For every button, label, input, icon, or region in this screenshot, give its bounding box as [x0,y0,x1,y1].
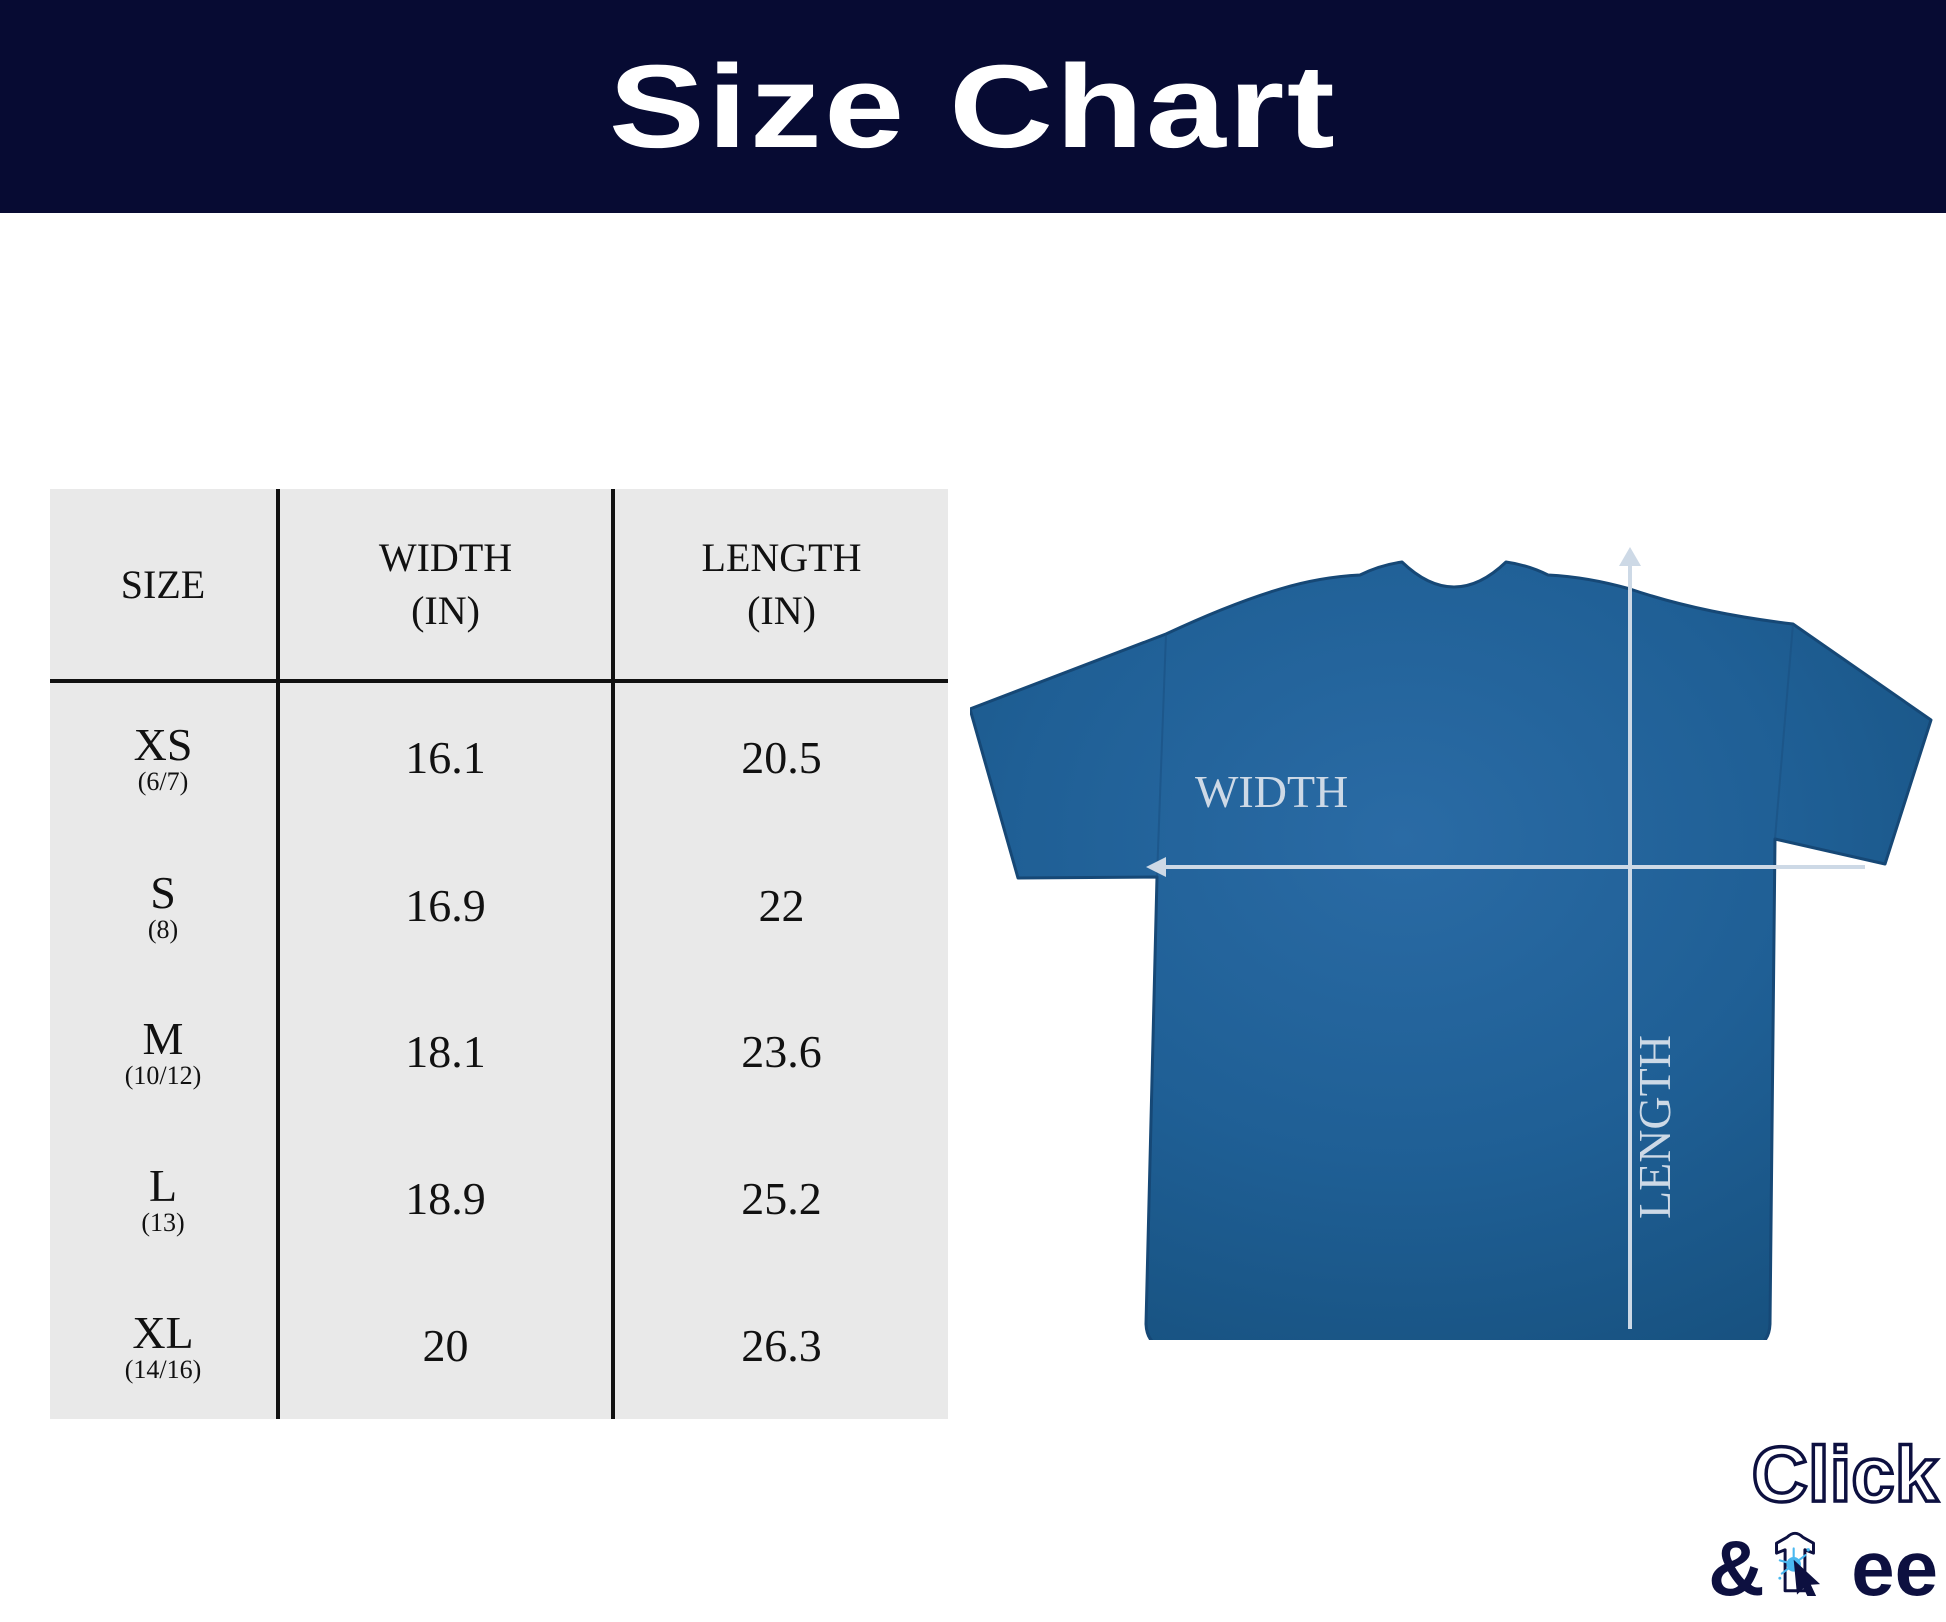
svg-text:LENGTH: LENGTH [1629,1035,1680,1219]
svg-text:WIDTH: WIDTH [1195,766,1348,817]
